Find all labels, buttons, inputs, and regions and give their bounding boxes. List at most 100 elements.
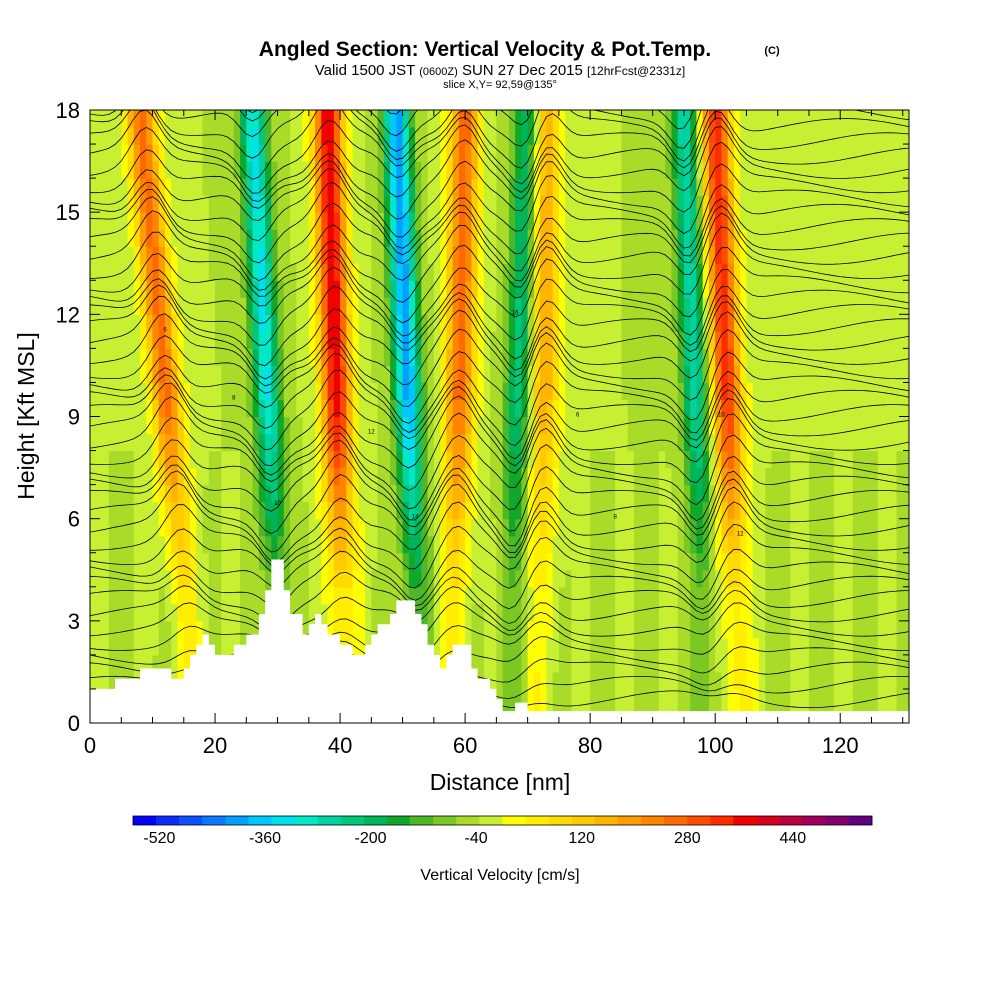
- velocity-cell: [308, 331, 316, 349]
- velocity-cell: [458, 433, 466, 452]
- velocity-cell: [183, 467, 191, 486]
- velocity-cell: [146, 535, 154, 554]
- velocity-cell: [390, 110, 397, 128]
- velocity-cell: [152, 212, 160, 230]
- velocity-cell: [721, 246, 729, 264]
- velocity-cell: [271, 246, 279, 264]
- velocity-cell: [758, 297, 766, 315]
- velocity-cell: [890, 127, 898, 145]
- velocity-cell: [708, 603, 716, 622]
- velocity-cell: [140, 195, 147, 213]
- velocity-cell: [877, 365, 885, 384]
- velocity-cell: [246, 348, 254, 367]
- velocity-cell: [358, 433, 366, 452]
- velocity-cell: [483, 501, 491, 520]
- velocity-cell: [683, 161, 691, 179]
- velocity-cell: [521, 212, 529, 230]
- velocity-cell: [890, 688, 898, 707]
- velocity-cell: [440, 127, 447, 145]
- velocity-cell: [96, 280, 104, 298]
- isentrope-label: 8: [613, 515, 617, 521]
- velocity-cell: [896, 637, 904, 656]
- velocity-cell: [815, 331, 823, 349]
- velocity-cell: [671, 637, 679, 656]
- velocity-cell: [790, 416, 798, 435]
- velocity-cell: [152, 552, 160, 571]
- velocity-cell: [621, 365, 629, 384]
- velocity-cell: [671, 433, 679, 452]
- velocity-cell: [321, 263, 329, 281]
- velocity-cell: [696, 671, 704, 690]
- velocity-cell: [602, 535, 610, 554]
- y-tick-label: 9: [68, 405, 80, 430]
- velocity-cell: [883, 263, 891, 281]
- velocity-cell: [821, 552, 829, 571]
- velocity-cell: [596, 263, 604, 281]
- velocity-cell: [840, 603, 848, 622]
- velocity-cell: [583, 535, 591, 554]
- velocity-cell: [477, 297, 485, 315]
- velocity-cell: [565, 212, 572, 230]
- velocity-cell: [165, 365, 172, 384]
- velocity-cell: [527, 314, 535, 332]
- velocity-cell: [677, 365, 685, 384]
- velocity-cell: [771, 518, 779, 537]
- velocity-cell: [640, 144, 648, 162]
- isentrope-line: [90, 245, 909, 324]
- velocity-cell: [708, 161, 716, 179]
- velocity-cell: [515, 365, 522, 384]
- velocity-cell: [196, 518, 204, 537]
- velocity-cell: [146, 484, 154, 503]
- velocity-cell: [665, 246, 673, 264]
- velocity-cell: [171, 229, 179, 247]
- velocity-cell: [802, 433, 810, 452]
- velocity-cell: [802, 637, 810, 656]
- velocity-cell: [108, 127, 116, 145]
- velocity-cell: [646, 552, 654, 571]
- velocity-cell: [377, 365, 385, 384]
- velocity-cell: [446, 246, 454, 264]
- velocity-cell: [333, 263, 341, 281]
- velocity-cell: [258, 195, 266, 213]
- velocity-cell: [902, 416, 909, 435]
- velocity-cell: [483, 484, 491, 503]
- velocity-cell: [471, 280, 479, 298]
- velocity-cell: [758, 229, 766, 247]
- velocity-cell: [327, 144, 335, 162]
- velocity-cell: [771, 688, 779, 707]
- velocity-cell: [390, 144, 397, 162]
- velocity-cell: [265, 484, 272, 503]
- velocity-cell: [340, 280, 347, 298]
- velocity-cell: [133, 620, 141, 639]
- velocity-cell: [333, 416, 341, 435]
- velocity-cell: [358, 467, 366, 486]
- velocity-cell: [396, 450, 404, 469]
- velocity-cell: [215, 467, 222, 486]
- velocity-cell: [883, 501, 891, 520]
- velocity-cell: [165, 450, 172, 469]
- velocity-cell: [690, 518, 698, 537]
- velocity-cell: [752, 314, 760, 332]
- velocity-cell: [271, 127, 279, 145]
- velocity-cell: [415, 110, 422, 128]
- velocity-cell: [227, 331, 235, 349]
- velocity-cell: [840, 552, 848, 571]
- velocity-cell: [640, 178, 648, 196]
- velocity-cell: [108, 144, 116, 162]
- velocity-cell: [215, 178, 222, 196]
- velocity-cell: [521, 161, 529, 179]
- velocity-cell: [746, 552, 754, 571]
- velocity-cell: [752, 399, 760, 418]
- velocity-cell: [121, 586, 129, 605]
- velocity-cell: [740, 671, 748, 690]
- velocity-cell: [302, 331, 310, 349]
- velocity-cell: [552, 535, 560, 554]
- velocity-cell: [396, 229, 404, 247]
- velocity-cell: [102, 637, 110, 656]
- velocity-cell: [890, 569, 898, 588]
- velocity-cell: [683, 127, 691, 145]
- velocity-cell: [296, 365, 304, 384]
- velocity-cell: [752, 518, 760, 537]
- velocity-cell: [740, 450, 748, 469]
- velocity-cell: [158, 229, 166, 247]
